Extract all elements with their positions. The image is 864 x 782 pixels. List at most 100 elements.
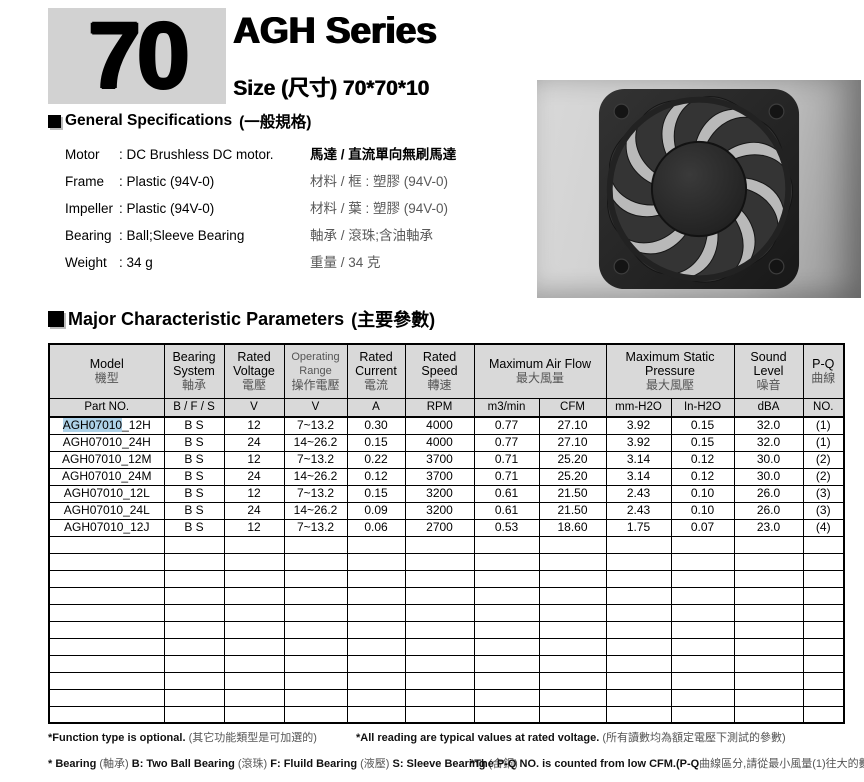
column-header: Bearing System 軸承	[163, 343, 225, 399]
empty-cell	[538, 637, 607, 656]
empty-cell	[283, 671, 348, 690]
empty-cell	[733, 603, 804, 622]
column-header: Maximum Static Pressure 最大風壓	[605, 343, 735, 399]
empty-cell	[733, 688, 804, 707]
unit-header: V	[223, 397, 285, 418]
empty-cell	[404, 535, 475, 554]
cell: 0.30	[346, 416, 406, 435]
empty-cell	[346, 569, 406, 588]
empty-cell	[223, 552, 285, 571]
series-title: AGH Series	[233, 10, 437, 51]
selection-highlight[interactable]: AGH07010	[62, 418, 123, 433]
units-row: Part NO. B / F / S V V A RPM m3/min CFM mm-H2O In…	[48, 397, 845, 418]
cell: 14~26.2	[283, 501, 348, 520]
cell: 3700	[404, 467, 475, 486]
unit-header: m3/min	[473, 397, 540, 418]
empty-cell	[802, 603, 845, 622]
cell: AGH07010_24H	[48, 433, 165, 452]
empty-table-row	[48, 637, 845, 656]
column-header: Rated Speed 轉速	[404, 343, 475, 399]
cell: 0.71	[473, 467, 540, 486]
footnote-bearing-legend: * Bearing (軸承) B: Two Ball Bearing (滾珠) …	[48, 755, 518, 771]
empty-cell	[404, 705, 475, 724]
empty-cell	[346, 637, 406, 656]
cell: 25.20	[538, 450, 607, 469]
footnote-segment: (所有讀數均為額定電壓下測試的參數)	[602, 732, 786, 744]
column-header-en: Rated Current	[355, 349, 397, 378]
cell: 3.92	[605, 416, 672, 435]
cell: B S	[163, 433, 225, 452]
fan-product-photo	[537, 80, 861, 298]
empty-cell	[473, 654, 540, 673]
empty-cell	[346, 586, 406, 605]
footnote-segment: B: Two Ball Bearing	[128, 758, 238, 770]
cell: 0.10	[670, 501, 735, 520]
cell: 0.77	[473, 433, 540, 452]
cell: 27.10	[538, 433, 607, 452]
cell: (4)	[802, 518, 845, 537]
cell: 0.12	[670, 450, 735, 469]
empty-cell	[605, 552, 672, 571]
empty-cell	[802, 586, 845, 605]
empty-cell	[538, 603, 607, 622]
empty-cell	[48, 654, 165, 673]
column-header: Maximum Air Flow 最大風量	[473, 343, 607, 399]
table-row: AGH07010_12M B S 12 7~13.2 0.22 3700 0.71 25.20…	[48, 450, 845, 469]
empty-cell	[802, 620, 845, 639]
parameters-heading-en: Major Characteristic Parameters	[68, 308, 345, 329]
empty-cell	[404, 586, 475, 605]
footnote-segment: (滾珠)	[237, 758, 268, 770]
cell: 4000	[404, 433, 475, 452]
cell: 30.0	[733, 467, 804, 486]
cell: (3)	[802, 501, 845, 520]
empty-cell	[670, 637, 735, 656]
cell: 0.71	[473, 450, 540, 469]
empty-cell	[670, 586, 735, 605]
empty-cell	[733, 586, 804, 605]
cell: 27.10	[538, 416, 607, 435]
cell: 26.0	[733, 484, 804, 503]
empty-cell	[538, 586, 607, 605]
empty-cell	[283, 535, 348, 554]
empty-cell	[538, 671, 607, 690]
table-row: AGH07010_24L B S 24 14~26.2 0.09 3200 0.61 21.5…	[48, 501, 845, 520]
column-header-en: Bearing System	[172, 349, 216, 378]
empty-cell	[473, 535, 540, 554]
empty-cell	[473, 620, 540, 639]
empty-cell	[802, 705, 845, 724]
cell: 0.07	[670, 518, 735, 537]
empty-cell	[538, 654, 607, 673]
section-square-icon	[48, 311, 64, 327]
empty-cell	[733, 620, 804, 639]
general-specs-heading: General Specifications (一般規格)	[48, 110, 311, 132]
cell: AGH07010_12M	[48, 450, 165, 469]
cell: (3)	[802, 484, 845, 503]
spec-label: Bearing	[65, 228, 112, 243]
empty-cell	[223, 654, 285, 673]
cell: 0.10	[670, 484, 735, 503]
empty-table-row	[48, 603, 845, 622]
fan-illustration	[598, 88, 800, 290]
cell: 7~13.2	[283, 518, 348, 537]
cell: AGH07010_24M	[48, 467, 165, 486]
footnote-segment: *Function type is optional.	[48, 732, 189, 744]
empty-cell	[223, 671, 285, 690]
empty-cell	[473, 637, 540, 656]
cell: (1)	[802, 433, 845, 452]
column-header-cn: 軸承	[181, 377, 206, 392]
cell: 0.61	[473, 484, 540, 503]
empty-cell	[802, 688, 845, 707]
unit-header: In-H2O	[670, 397, 735, 418]
cell: 0.12	[670, 467, 735, 486]
empty-cell	[670, 603, 735, 622]
cell: 0.77	[473, 416, 540, 435]
cell: 14~26.2	[283, 467, 348, 486]
empty-table-row	[48, 688, 845, 707]
empty-cell	[163, 569, 225, 588]
empty-cell	[802, 671, 845, 690]
empty-cell	[538, 552, 607, 571]
empty-cell	[48, 671, 165, 690]
empty-cell	[283, 586, 348, 605]
empty-table-row	[48, 671, 845, 690]
